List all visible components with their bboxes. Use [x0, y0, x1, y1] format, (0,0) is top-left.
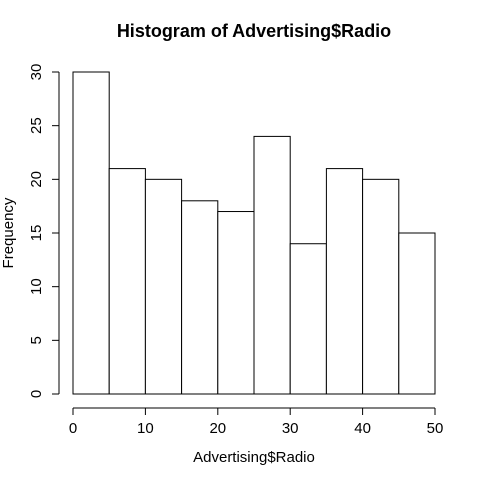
histogram-bar-2	[144, 178, 183, 395]
x-tick-label: 20	[209, 420, 226, 437]
x-axis-label: Advertising$Radio	[193, 449, 315, 466]
histogram-bar-4	[217, 211, 255, 395]
y-tick-label: 15	[28, 225, 45, 242]
histogram-bar-3	[181, 200, 219, 395]
y-tick-label: 0	[28, 390, 45, 398]
histogram-bar-7	[325, 168, 364, 395]
x-tick-label: 0	[69, 420, 77, 437]
y-tick-label: 10	[28, 278, 45, 295]
x-axis: 0 10 20 30 40 50	[69, 407, 444, 437]
y-tick-label: 25	[28, 117, 45, 134]
histogram-bar-0	[72, 71, 110, 395]
y-tick-label: 20	[28, 171, 45, 188]
y-tick-label: 30	[28, 64, 45, 81]
x-tick-label: 50	[427, 420, 444, 437]
x-tick-label: 10	[137, 420, 154, 437]
y-axis: 0 5 10 15 20 25 30	[28, 64, 60, 398]
histogram-bar-8	[362, 178, 400, 395]
x-tick-label: 40	[354, 420, 371, 437]
histogram-bar-6	[289, 243, 327, 395]
y-axis-label: Frequency	[0, 197, 17, 268]
histogram-bars	[72, 71, 436, 395]
histogram-bar-1	[108, 168, 146, 395]
histogram-bar-5	[253, 135, 291, 395]
y-tick-label: 5	[28, 336, 45, 344]
histogram-bar-9	[398, 232, 436, 395]
chart-title: Histogram of Advertising$Radio	[117, 21, 391, 41]
x-tick-label: 30	[282, 420, 299, 437]
